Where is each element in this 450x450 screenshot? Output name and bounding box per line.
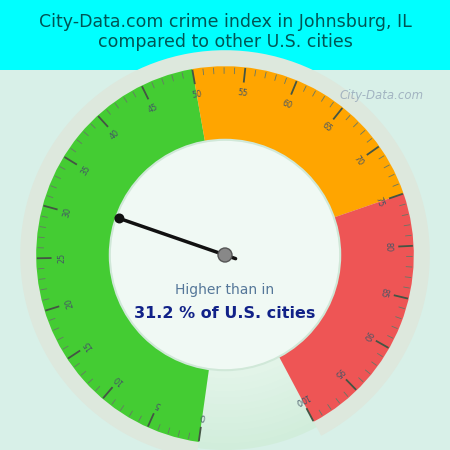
- Circle shape: [219, 248, 231, 261]
- Circle shape: [193, 222, 257, 288]
- Text: 65: 65: [320, 121, 333, 134]
- Circle shape: [173, 203, 277, 307]
- Text: 30: 30: [62, 206, 73, 218]
- Text: 60: 60: [281, 98, 293, 110]
- Circle shape: [82, 112, 368, 398]
- Circle shape: [36, 67, 414, 444]
- Text: 70: 70: [352, 154, 365, 168]
- Wedge shape: [192, 66, 404, 217]
- Circle shape: [43, 73, 407, 437]
- Text: City-Data.com crime index in Johnsburg, IL: City-Data.com crime index in Johnsburg, …: [39, 13, 411, 31]
- Circle shape: [199, 229, 251, 281]
- Text: 10: 10: [112, 373, 126, 386]
- Circle shape: [147, 177, 303, 333]
- Circle shape: [50, 80, 400, 431]
- Text: 50: 50: [191, 89, 202, 99]
- Circle shape: [121, 151, 329, 359]
- Circle shape: [30, 60, 420, 450]
- Circle shape: [160, 190, 290, 320]
- Circle shape: [166, 197, 284, 314]
- Text: 5: 5: [154, 399, 162, 409]
- Wedge shape: [20, 50, 430, 450]
- Circle shape: [180, 210, 270, 301]
- Text: 95: 95: [332, 365, 346, 379]
- Text: City-Data.com: City-Data.com: [340, 89, 424, 102]
- Text: 20: 20: [63, 297, 75, 310]
- Wedge shape: [36, 69, 209, 442]
- Bar: [0, 70, 450, 450]
- Text: 55: 55: [237, 88, 248, 98]
- Text: Higher than in: Higher than in: [176, 283, 274, 297]
- Circle shape: [89, 118, 361, 392]
- Circle shape: [218, 248, 232, 262]
- Circle shape: [186, 216, 264, 294]
- Text: 40: 40: [108, 128, 122, 141]
- Circle shape: [110, 140, 340, 370]
- Circle shape: [102, 131, 348, 378]
- Circle shape: [95, 125, 355, 385]
- Bar: [0, 0, 450, 70]
- Circle shape: [69, 99, 381, 411]
- Text: 90: 90: [360, 329, 374, 342]
- Circle shape: [127, 158, 323, 352]
- Text: compared to other U.S. cities: compared to other U.S. cities: [98, 33, 352, 51]
- Circle shape: [76, 105, 374, 405]
- Text: 31.2 % of U.S. cities: 31.2 % of U.S. cities: [134, 306, 316, 320]
- Circle shape: [206, 235, 244, 274]
- Circle shape: [153, 184, 297, 327]
- Text: 100: 100: [293, 392, 310, 407]
- Text: 75: 75: [374, 196, 385, 208]
- Text: 25: 25: [57, 252, 67, 263]
- Text: 80: 80: [383, 242, 393, 252]
- Circle shape: [114, 144, 336, 365]
- Text: 15: 15: [82, 338, 95, 351]
- Text: 35: 35: [79, 163, 92, 177]
- Wedge shape: [279, 194, 414, 422]
- Text: 85: 85: [378, 287, 389, 299]
- Circle shape: [56, 86, 394, 424]
- Circle shape: [114, 213, 124, 224]
- Text: 0: 0: [199, 412, 205, 421]
- Text: 45: 45: [146, 102, 159, 115]
- Circle shape: [134, 164, 316, 346]
- Circle shape: [63, 93, 387, 418]
- Circle shape: [212, 242, 238, 268]
- Circle shape: [140, 171, 310, 339]
- Circle shape: [108, 138, 342, 372]
